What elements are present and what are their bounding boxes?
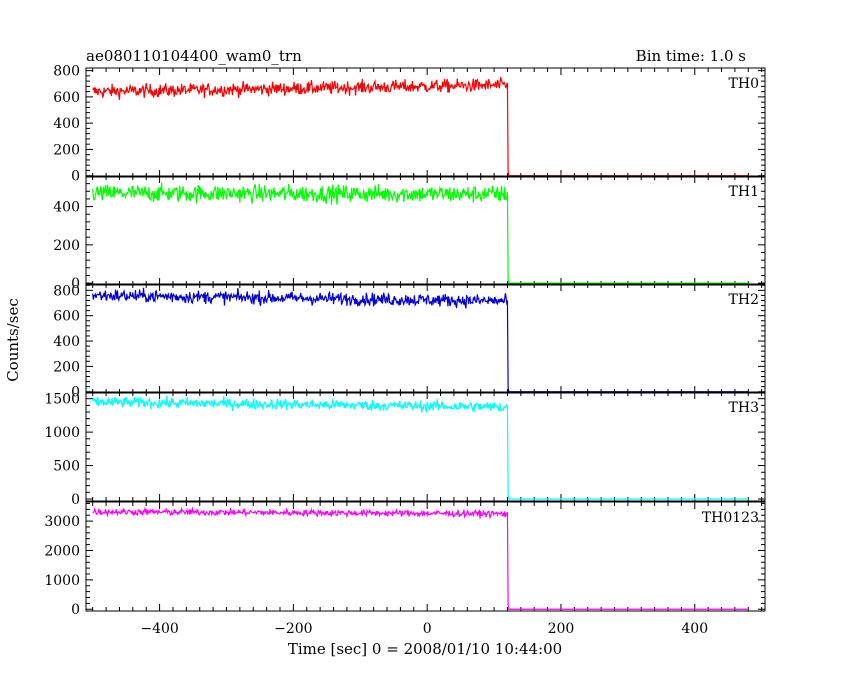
y-tick-label: 1500: [44, 392, 80, 408]
y-tick-label: 1000: [44, 425, 80, 441]
x-tick-label: −400: [140, 621, 178, 637]
x-tick-label: 0: [423, 621, 432, 637]
y-tick-label: 400: [53, 116, 80, 132]
panels-group: 0 200 400 600 800 TH0 0 200 400 TH1 0 200 400 600 800 T…: [44, 64, 766, 637]
y-tick-label: 1000: [44, 573, 80, 589]
y-tick-label: 200: [53, 142, 80, 158]
y-tick-label: 0: [71, 169, 80, 185]
series-line-th0: [92, 76, 749, 177]
y-tick-label: 2000: [44, 543, 80, 559]
y-tick-label: 400: [53, 334, 80, 350]
y-tick-label: 800: [53, 64, 80, 80]
panel-label: TH2: [729, 292, 759, 308]
panel-label: TH0123: [702, 510, 759, 526]
panel-label: TH1: [729, 184, 759, 200]
series-line-th0123: [92, 506, 749, 610]
y-tick-label: 0: [71, 385, 80, 401]
panel-th0123: 0 1000 2000 3000 TH0123: [44, 501, 766, 618]
panel-th0: 0 200 400 600 800 TH0: [53, 64, 766, 185]
panel-th1: 0 200 400 TH1: [53, 175, 766, 292]
series-line-th3: [92, 395, 749, 500]
y-tick-label: 3000: [44, 514, 80, 530]
chart-title: ae080110104400_wam0_trn: [86, 47, 302, 65]
y-tick-label: 800: [53, 283, 80, 299]
x-tick-label: 400: [681, 621, 708, 637]
series-line-th2: [92, 287, 749, 393]
panel-frame: [85, 501, 766, 612]
y-tick-label: 0: [71, 492, 80, 508]
panel-label: TH3: [729, 400, 759, 416]
y-tick-label: 200: [53, 238, 80, 254]
y-tick-label: 0: [71, 276, 80, 292]
y-tick-label: 600: [53, 309, 80, 325]
panel-frame: [85, 175, 766, 286]
panel-frame: [85, 391, 766, 502]
panel-th2: 0 200 400 600 800 TH2: [53, 283, 766, 401]
x-axis-label: Time [sec] 0 = 2008/01/10 10:44:00: [288, 640, 562, 658]
y-tick-label: 200: [53, 359, 80, 375]
x-tick-label: 200: [548, 621, 575, 637]
panel-frame: [85, 67, 766, 178]
y-tick-label: 0: [71, 602, 80, 618]
y-tick-label: 600: [53, 90, 80, 106]
y-tick-label: 500: [53, 459, 80, 475]
panel-label: TH0: [729, 76, 759, 92]
series-line-th1: [92, 182, 749, 284]
y-tick-label: 400: [53, 200, 80, 216]
x-tick-label: −200: [274, 621, 312, 637]
panel-th3: 0 500 1000 1500 TH3: [44, 391, 766, 508]
panel-frame: [85, 283, 766, 394]
chart-subtitle: Bin time: 1.0 s: [636, 47, 746, 65]
y-axis-label: Counts/sec: [4, 298, 22, 382]
